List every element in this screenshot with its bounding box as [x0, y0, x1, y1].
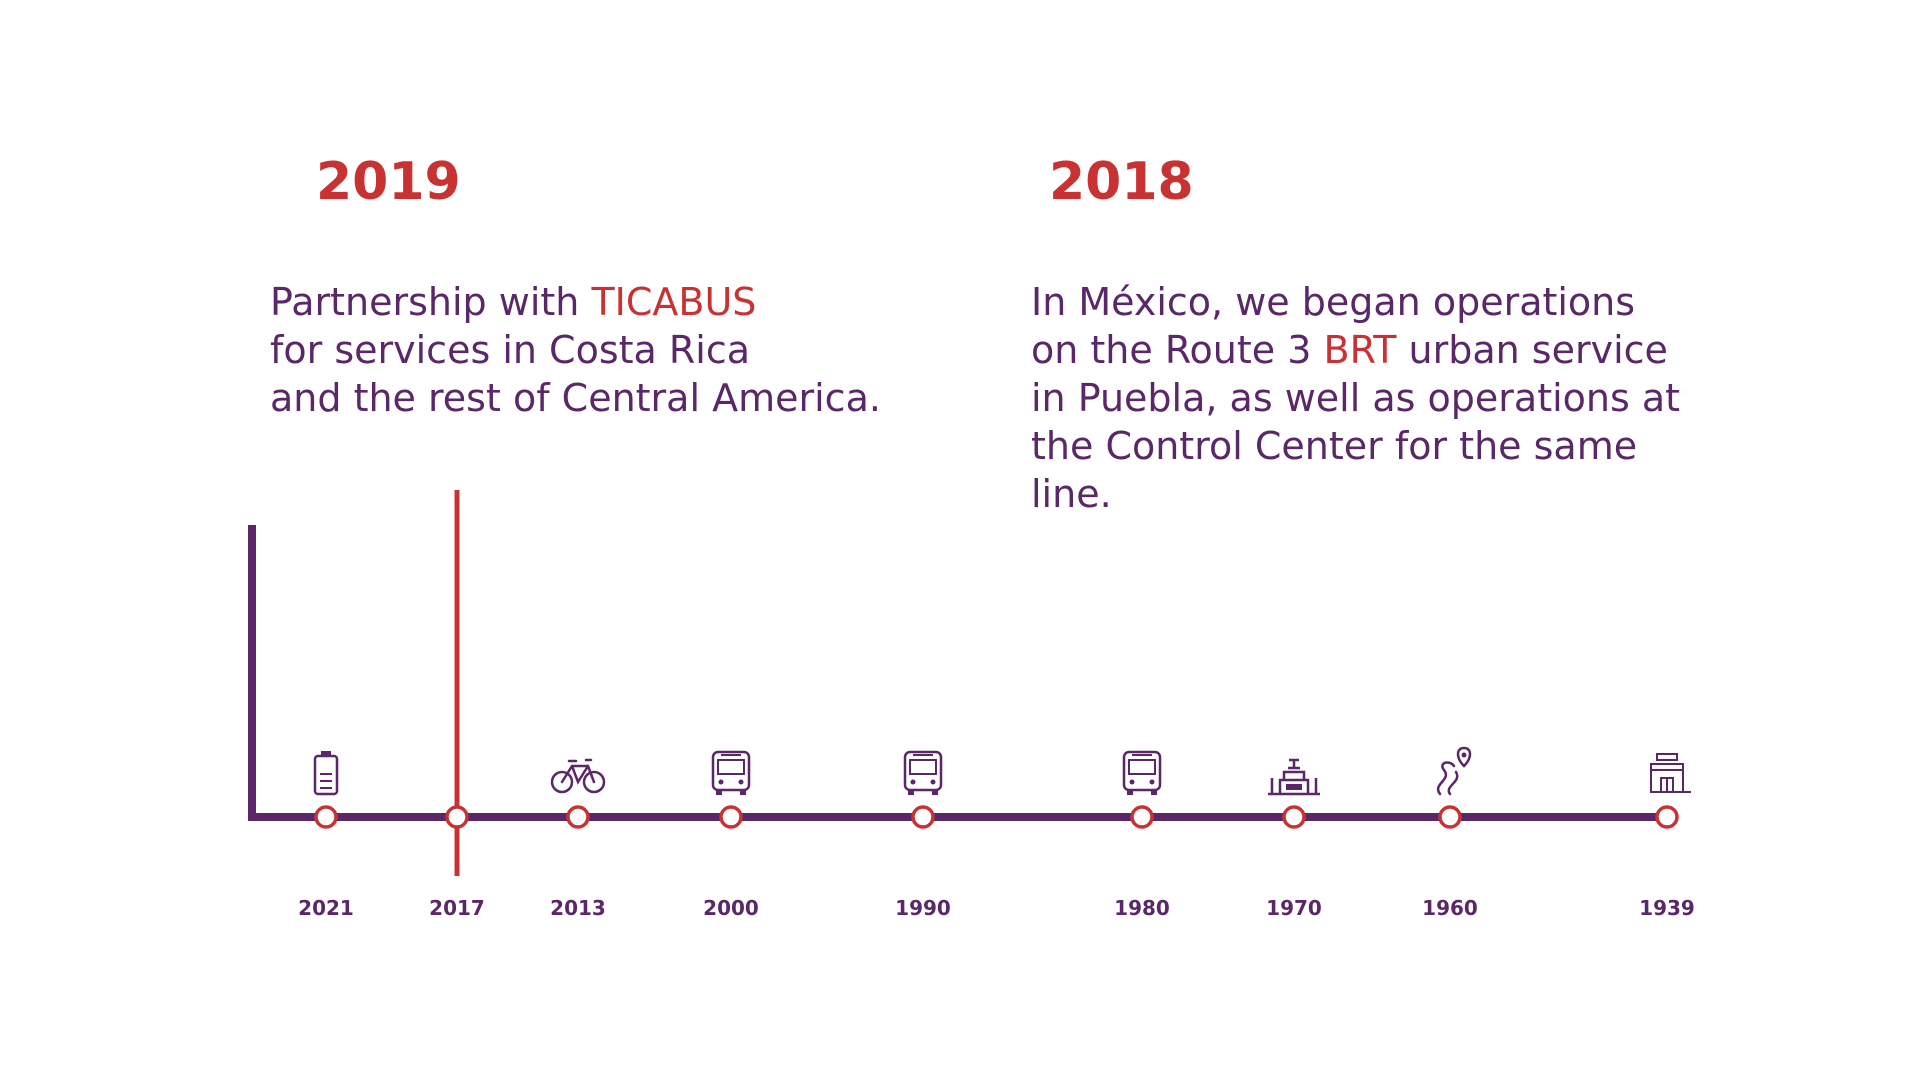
description-line: in Puebla, as well as operations at: [1031, 374, 1680, 422]
milestone-2017[interactable]: 2017: [429, 805, 485, 920]
bus-front-icon: [711, 750, 751, 795]
milestone-2000[interactable]: 2000: [703, 750, 759, 920]
description-text: in Puebla, as well as operations at: [1031, 376, 1681, 420]
description-line: and the rest of Central America.: [270, 374, 881, 422]
timeline-year-label: 1939: [1639, 896, 1695, 920]
timeline-node[interactable]: [1130, 805, 1154, 829]
timeline-node[interactable]: [911, 805, 935, 829]
description-line: the Control Center for the same: [1031, 422, 1680, 470]
year-heading-2018: 2018: [1049, 152, 1194, 212]
milestone-1970[interactable]: 1970: [1266, 758, 1322, 920]
timeline-year-label: 2013: [550, 896, 606, 920]
description-text: for services in Costa Rica: [270, 328, 751, 372]
station-icon: [1650, 753, 1691, 793]
timeline-year-label: 1960: [1422, 896, 1478, 920]
route-pin-icon: [1436, 746, 1472, 796]
description-line: line.: [1031, 470, 1680, 518]
timeline-node[interactable]: [719, 805, 743, 829]
timeline-year-label: 1970: [1266, 896, 1322, 920]
description-text: Partnership with: [270, 280, 592, 324]
battery-icon: [313, 751, 339, 796]
description-text: and the rest of Central America.: [270, 376, 881, 420]
timeline-node[interactable]: [314, 805, 338, 829]
timeline-year-label: 2017: [429, 896, 485, 920]
timeline-year-label: 2000: [703, 896, 759, 920]
building-icon: [1268, 758, 1320, 796]
description-line: for services in Costa Rica: [270, 326, 881, 374]
description-line: In México, we began operations: [1031, 278, 1680, 326]
description-text: In México, we began operations: [1031, 280, 1636, 324]
timeline-node[interactable]: [445, 805, 469, 829]
milestone-1939[interactable]: 1939: [1639, 753, 1695, 920]
description-text: on the Route 3: [1031, 328, 1324, 372]
milestone-2021[interactable]: 2021: [298, 751, 354, 920]
description-2018: In México, we began operations on the Rou…: [1031, 278, 1680, 518]
timeline-node[interactable]: [1282, 805, 1306, 829]
highlight-text: BRT: [1323, 328, 1397, 372]
description-line: Partnership with TICABUS: [270, 278, 881, 326]
milestone-2013[interactable]: 2013: [550, 758, 606, 920]
description-text: urban service: [1396, 328, 1668, 372]
description-2019: Partnership with TICABUS for services in …: [270, 278, 881, 422]
bus-front-icon: [1122, 750, 1162, 795]
timeline-node[interactable]: [1438, 805, 1462, 829]
year-heading-2019: 2019: [316, 152, 461, 212]
bus-front-icon: [903, 750, 943, 795]
timeline-node[interactable]: [1655, 805, 1679, 829]
description-text: the Control Center for the same: [1031, 424, 1638, 468]
milestone-1960[interactable]: 1960: [1422, 746, 1478, 920]
timeline-year-label: 1990: [895, 896, 951, 920]
description-line: on the Route 3 BRT urban service: [1031, 326, 1680, 374]
timeline-year-label: 1980: [1114, 896, 1170, 920]
timeline-node[interactable]: [566, 805, 590, 829]
highlight-text: TICABUS: [591, 280, 757, 324]
milestone-1980[interactable]: 1980: [1114, 750, 1170, 920]
timeline-year-label: 2021: [298, 896, 354, 920]
bicycle-icon: [550, 758, 606, 794]
timeline-axis: [248, 525, 1668, 821]
description-text: line.: [1031, 472, 1112, 516]
milestone-1990[interactable]: 1990: [895, 750, 951, 920]
